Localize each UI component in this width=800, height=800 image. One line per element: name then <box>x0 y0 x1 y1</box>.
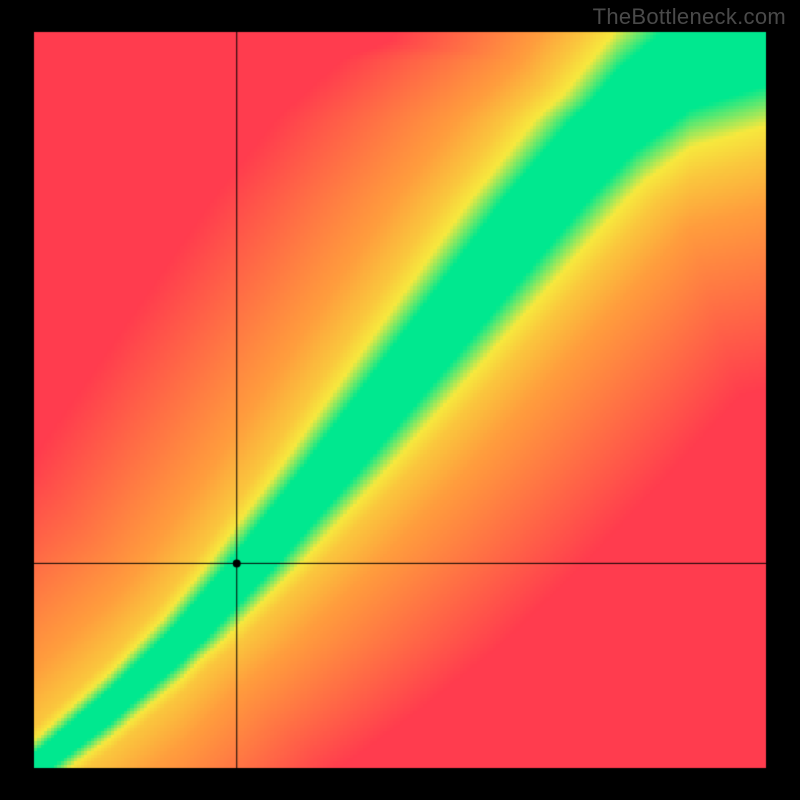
watermark-text: TheBottleneck.com <box>593 4 786 30</box>
chart-container: TheBottleneck.com <box>0 0 800 800</box>
bottleneck-heatmap <box>0 0 800 800</box>
